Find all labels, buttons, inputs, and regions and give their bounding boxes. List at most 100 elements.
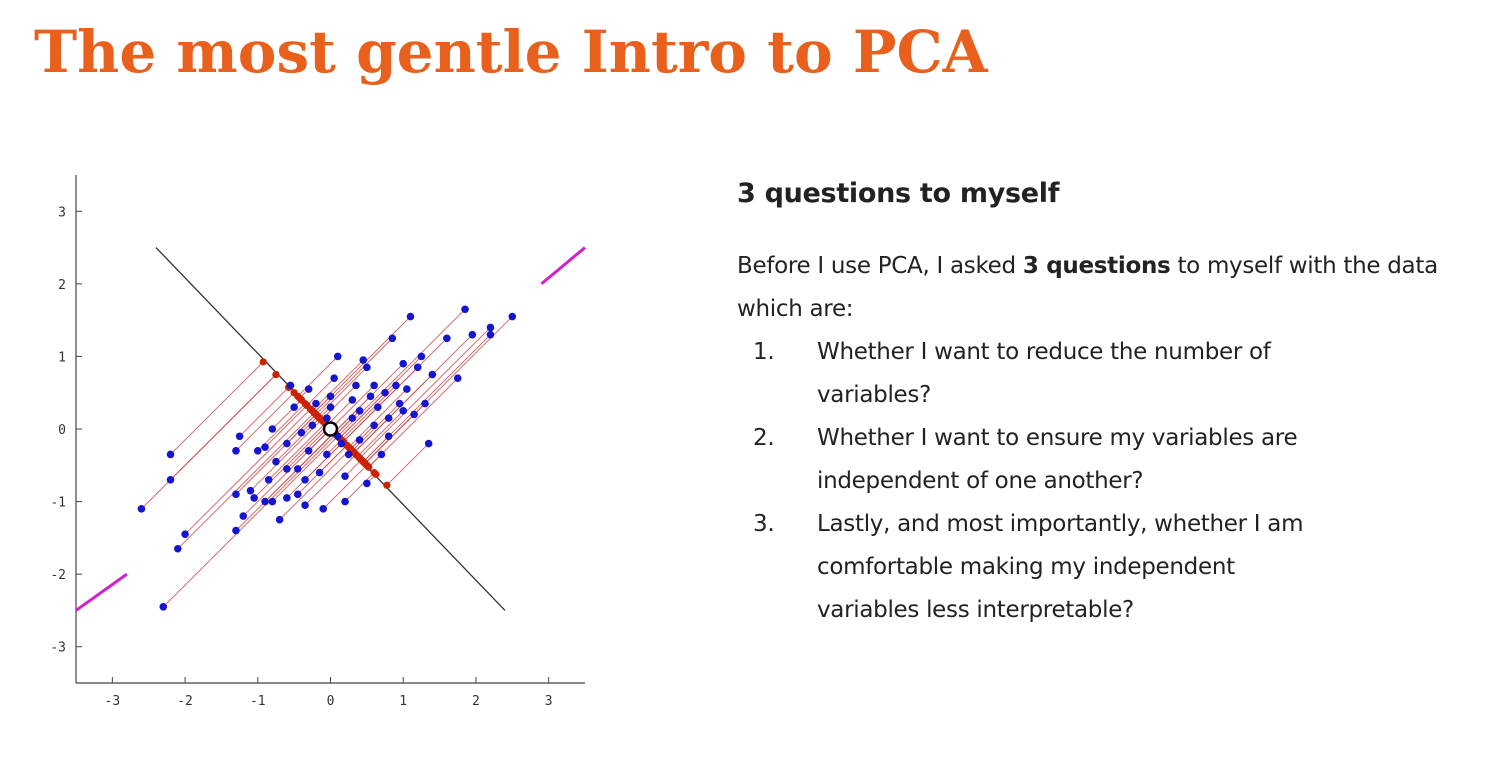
question-number: 3. xyxy=(753,511,775,537)
data-point xyxy=(308,421,317,430)
y-tick-label: -2 xyxy=(50,568,66,583)
data-point xyxy=(348,396,357,404)
data-point xyxy=(461,305,469,314)
projection-line xyxy=(306,377,335,406)
mean-marker-layer xyxy=(322,421,339,437)
projection-line xyxy=(321,385,357,421)
data-point xyxy=(406,312,415,321)
data-point xyxy=(333,352,342,361)
projected-point xyxy=(383,481,391,489)
projection-line xyxy=(315,337,393,415)
principal-axis-segment xyxy=(540,246,586,286)
question-text: Whether I want to reduce the number of v… xyxy=(817,339,1271,408)
data-point xyxy=(421,399,429,408)
projection-line xyxy=(335,410,360,435)
data-points-layer xyxy=(137,305,517,611)
projection-line xyxy=(337,308,466,437)
x-tick-label: -3 xyxy=(105,694,121,709)
projection-line xyxy=(253,425,328,499)
data-point xyxy=(166,450,175,459)
question-item: 2. Whether I want to ensure my variables… xyxy=(737,417,1337,503)
data-point xyxy=(424,439,433,448)
projection-line xyxy=(342,337,448,443)
data-point xyxy=(392,381,400,390)
data-point xyxy=(508,312,517,321)
data-point xyxy=(413,363,422,372)
projection-line xyxy=(312,359,364,412)
data-point xyxy=(268,497,277,506)
data-point xyxy=(304,385,313,393)
intro-text-bold: 3 questions xyxy=(1022,253,1171,279)
intro-paragraph: Before I use PCA, I asked 3 questions to… xyxy=(737,245,1457,331)
data-point xyxy=(283,494,291,502)
data-point xyxy=(363,363,371,372)
y-tick-label: -3 xyxy=(50,641,66,656)
data-point xyxy=(323,414,331,422)
projection-line xyxy=(162,434,337,608)
data-point xyxy=(250,494,258,502)
data-point xyxy=(337,439,346,448)
projection-line xyxy=(170,374,277,481)
y-tick-label: 3 xyxy=(58,205,66,220)
projection-line xyxy=(362,435,389,462)
data-point xyxy=(352,381,360,390)
x-tick-label: 0 xyxy=(327,694,335,709)
projected-point xyxy=(359,458,367,466)
x-tick-label: 1 xyxy=(399,694,407,709)
projected-point xyxy=(372,470,380,478)
section-heading: 3 questions to myself xyxy=(737,178,1060,209)
y-tick-label: 0 xyxy=(58,423,66,438)
data-point xyxy=(253,446,262,455)
data-point xyxy=(326,392,335,401)
data-point xyxy=(348,414,357,422)
data-point xyxy=(232,526,240,535)
data-point xyxy=(359,356,368,364)
projection-line xyxy=(357,410,404,457)
data-point xyxy=(384,432,393,441)
data-point xyxy=(290,403,298,412)
projection-line xyxy=(184,408,311,535)
projected-point xyxy=(301,400,309,408)
data-point xyxy=(344,450,353,459)
projection-line xyxy=(257,403,306,452)
data-point xyxy=(159,603,168,611)
data-point xyxy=(403,385,411,393)
data-point xyxy=(293,490,302,499)
question-text: Lastly, and most importantly, whether I … xyxy=(817,511,1304,623)
projection-line xyxy=(344,459,362,477)
question-number: 2. xyxy=(753,425,775,451)
data-point xyxy=(315,468,324,477)
data-point xyxy=(246,486,255,495)
data-point xyxy=(341,472,349,480)
projection-line xyxy=(317,366,368,417)
data-point xyxy=(381,388,389,397)
data-point xyxy=(272,457,280,466)
data-point xyxy=(283,465,291,473)
data-point xyxy=(239,512,248,520)
data-point xyxy=(363,479,371,488)
projection-line xyxy=(344,472,375,502)
projection-line xyxy=(264,405,308,448)
data-point xyxy=(453,374,462,382)
data-point xyxy=(304,446,313,455)
questions-list: 1. Whether I want to reduce the number o… xyxy=(737,331,1457,632)
intro-text-end: to myself with the data which are: xyxy=(737,253,1438,322)
projection-line xyxy=(330,385,375,430)
data-point xyxy=(355,407,364,415)
y-tick-label: -1 xyxy=(50,496,66,511)
data-point xyxy=(283,439,291,448)
data-point xyxy=(232,490,240,499)
projection-line xyxy=(304,441,344,481)
data-point xyxy=(486,330,495,339)
projection-line xyxy=(297,356,339,397)
data-point xyxy=(468,330,477,339)
data-point xyxy=(399,359,408,368)
data-point xyxy=(410,410,418,419)
intro-text-start: Before I use PCA, I asked xyxy=(737,253,1023,279)
data-point xyxy=(388,334,397,343)
projected-point xyxy=(345,443,353,451)
plot-axes: -3 -2 -1 0 1 2 3 3 2 1 0 -1 -2 -3 xyxy=(50,175,585,709)
data-point xyxy=(395,399,404,408)
data-point xyxy=(261,443,269,451)
projection-line xyxy=(319,445,348,473)
